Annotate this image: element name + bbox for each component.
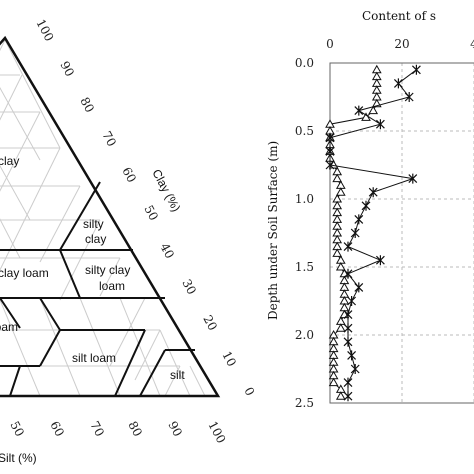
- clay-tick-label: 60: [119, 165, 139, 185]
- silt-tick-label: 80: [125, 419, 145, 439]
- chart-series-layer: [325, 64, 421, 402]
- cross-marker: [343, 241, 353, 252]
- triangle-marker: [335, 323, 346, 332]
- silt-tick-label: 90: [165, 419, 185, 439]
- region-label-silty-clay-line2: clay: [85, 232, 106, 246]
- silt-axis-label: Silt (%): [0, 451, 37, 465]
- cross-marker: [393, 78, 403, 89]
- clay-tick-label: 10: [219, 349, 239, 369]
- cross-marker: [354, 282, 364, 293]
- cross-marker: [343, 377, 353, 388]
- cross-marker: [350, 364, 360, 374]
- region-label-silt: silt: [170, 368, 185, 382]
- region-label-silty-clay: silty: [83, 217, 104, 231]
- cross-marker: [325, 146, 335, 157]
- cross-marker: [361, 200, 371, 211]
- cross-marker: [408, 173, 418, 184]
- cross-marker: [343, 336, 353, 347]
- x-tick-label: 0: [326, 37, 334, 51]
- triangle-marker: [332, 173, 343, 183]
- y-tick-label: 1.0: [295, 192, 314, 206]
- cross-marker: [368, 187, 378, 198]
- cross-marker: [347, 350, 357, 361]
- clay-tick-label: 90: [57, 59, 77, 79]
- clay-tick-label: 50: [141, 203, 161, 223]
- x-tick-label: 20: [394, 37, 409, 51]
- clay-tick-label: 0: [241, 385, 257, 398]
- region-label-loam: loam: [0, 320, 18, 334]
- triangle-marker: [335, 261, 346, 271]
- y-tick-label: 1.5: [295, 260, 314, 274]
- x-tick-label: 4: [470, 37, 474, 51]
- cross-marker: [325, 160, 335, 170]
- clay-tick-label: 30: [179, 277, 199, 297]
- region-label-silty-clay-loam-line2: loam: [99, 279, 125, 293]
- cross-marker: [375, 119, 385, 130]
- cross-marker: [343, 391, 353, 402]
- plot-frame: [329, 62, 474, 404]
- clay-tick-label: 70: [99, 129, 119, 149]
- chart-top-axis-label: Content of s: [362, 9, 436, 23]
- clay-tick-label: 20: [200, 313, 220, 333]
- triangle-marker: [332, 248, 343, 257]
- triangle-marker: [328, 377, 339, 387]
- cross-marker: [411, 64, 421, 75]
- silt-tick-label: 50: [7, 419, 27, 439]
- region-label-clay-loam: clay loam: [0, 266, 49, 280]
- triangle-marker: [368, 105, 379, 115]
- silt-tick-label: 100: [205, 419, 228, 446]
- y-tick-label: 0.5: [295, 124, 314, 138]
- silt-tick-label: 70: [87, 419, 107, 439]
- clay-tick-label: 100: [33, 17, 56, 44]
- triangle-marker: [335, 187, 346, 196]
- triangle-outline: [0, 35, 221, 398]
- cross-marker: [375, 255, 385, 266]
- cross-marker: [404, 92, 414, 102]
- silt-tick-label: 60: [47, 419, 67, 439]
- depth-profile-chart: Content of s 0 20 4 0.0 0.5 1.0 1.5 2.0 2.5 Dep…: [266, 9, 474, 410]
- region-label-silt-loam: silt loam: [72, 351, 116, 365]
- cross-marker: [354, 105, 364, 116]
- cross-marker: [350, 228, 360, 238]
- texture-class-boundaries: [0, 181, 195, 397]
- silt-axis-ticks: 50 60 70 80 90 100: [7, 419, 228, 446]
- cross-marker: [354, 214, 364, 225]
- cross-marker: [343, 323, 353, 334]
- clay-tick-label: 40: [157, 241, 177, 261]
- y-tick-label: 2.5: [295, 396, 314, 410]
- chart-y-axis-label: Depth under Soil Surface (m): [266, 141, 280, 320]
- soil-texture-triangle: clay silty clay clay loam silty clay loa…: [0, 17, 257, 465]
- cross-marker: [347, 296, 357, 306]
- chart-y-tick-labels: 0.0 0.5 1.0 1.5 2.0 2.5: [295, 56, 314, 410]
- region-label-silty-clay-loam: silty clay: [85, 263, 130, 277]
- cross-marker: [325, 132, 335, 143]
- cross-marker: [343, 309, 353, 320]
- y-tick-label: 2.0: [295, 328, 314, 342]
- region-label-clay: clay: [0, 154, 19, 168]
- cross-marker: [343, 268, 353, 279]
- y-tick-label: 0.0: [295, 56, 314, 70]
- chart-x-tick-labels: 0 20 4: [326, 37, 474, 51]
- triangle-marker: [335, 391, 346, 400]
- clay-tick-label: 80: [77, 95, 97, 115]
- series-1-line: [329, 69, 417, 397]
